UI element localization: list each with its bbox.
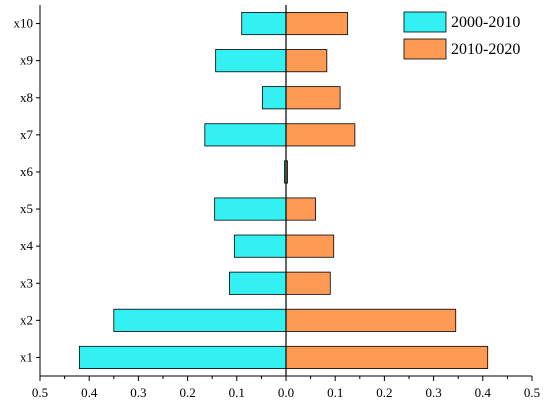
axes-layer: x1 x2 x3 x4 x5 x6 x7 x8 x9 x10 0.5 0.4 0.3 0.2 0.1 0.0 0… [14, 5, 540, 400]
y-tick-label-x6: x6 [20, 164, 34, 179]
y-tick-label-x9: x9 [20, 53, 33, 68]
x-tick-label: 0.3 [130, 385, 146, 400]
bar-2010-2020-x2 [285, 308, 457, 332]
y-tick-label-x2: x2 [20, 312, 33, 327]
y-tick-label-x5: x5 [20, 201, 33, 216]
bars-layer [78, 12, 489, 369]
legend-swatch-2010-2020 [403, 38, 447, 60]
y-tick-label-x8: x8 [20, 90, 33, 105]
y-tick-label-x1: x1 [20, 349, 33, 364]
bar-2000-2010-x2 [113, 308, 287, 332]
x-tick-label: 0.5 [32, 385, 48, 400]
bar-2010-2020-x1 [285, 345, 489, 369]
y-tick-label-x7: x7 [20, 127, 34, 142]
x-tick-label: 0.1 [229, 385, 245, 400]
x-tick-label: 0.5 [524, 385, 540, 400]
x-tick-label: 0.2 [376, 385, 392, 400]
y-tick-label-x10: x10 [14, 16, 34, 31]
bar-2010-2020-x4 [285, 234, 335, 258]
bar-2010-2020-x5 [285, 197, 316, 221]
legend-swatch-2000-2010 [403, 11, 447, 33]
y-tick-label-x3: x3 [20, 275, 33, 290]
bar-2000-2010-x7 [204, 123, 287, 147]
bar-2010-2020-x3 [285, 271, 331, 295]
bar-2000-2010-x9 [215, 49, 287, 73]
bar-2000-2010-x8 [261, 86, 287, 110]
bar-2000-2010-x3 [229, 271, 287, 295]
x-tick-label: 0.4 [81, 385, 98, 400]
legend-label-2010-2020: 2010-2020 [451, 41, 520, 58]
legend-label-2000-2010: 2000-2010 [451, 14, 520, 31]
bar-2000-2010-x10 [241, 12, 287, 36]
x-tick-label: 0.2 [179, 385, 195, 400]
bar-2000-2010-x5 [214, 197, 287, 221]
bar-2010-2020-x7 [285, 123, 356, 147]
bar-2000-2010-x1 [78, 345, 287, 369]
legend: 2000-2010 2010-2020 [403, 11, 520, 60]
y-tick-label-x4: x4 [20, 238, 34, 253]
bar-2010-2020-x9 [285, 49, 328, 73]
bar-2000-2010-x4 [233, 234, 287, 258]
x-tick-label: 0.4 [475, 385, 492, 400]
x-tick-label: 0.3 [425, 385, 441, 400]
bar-2010-2020-x10 [285, 12, 348, 36]
x-tick-label: 0.0 [278, 385, 294, 400]
x-tick-label: 0.1 [327, 385, 343, 400]
bar-2010-2020-x8 [285, 86, 341, 110]
